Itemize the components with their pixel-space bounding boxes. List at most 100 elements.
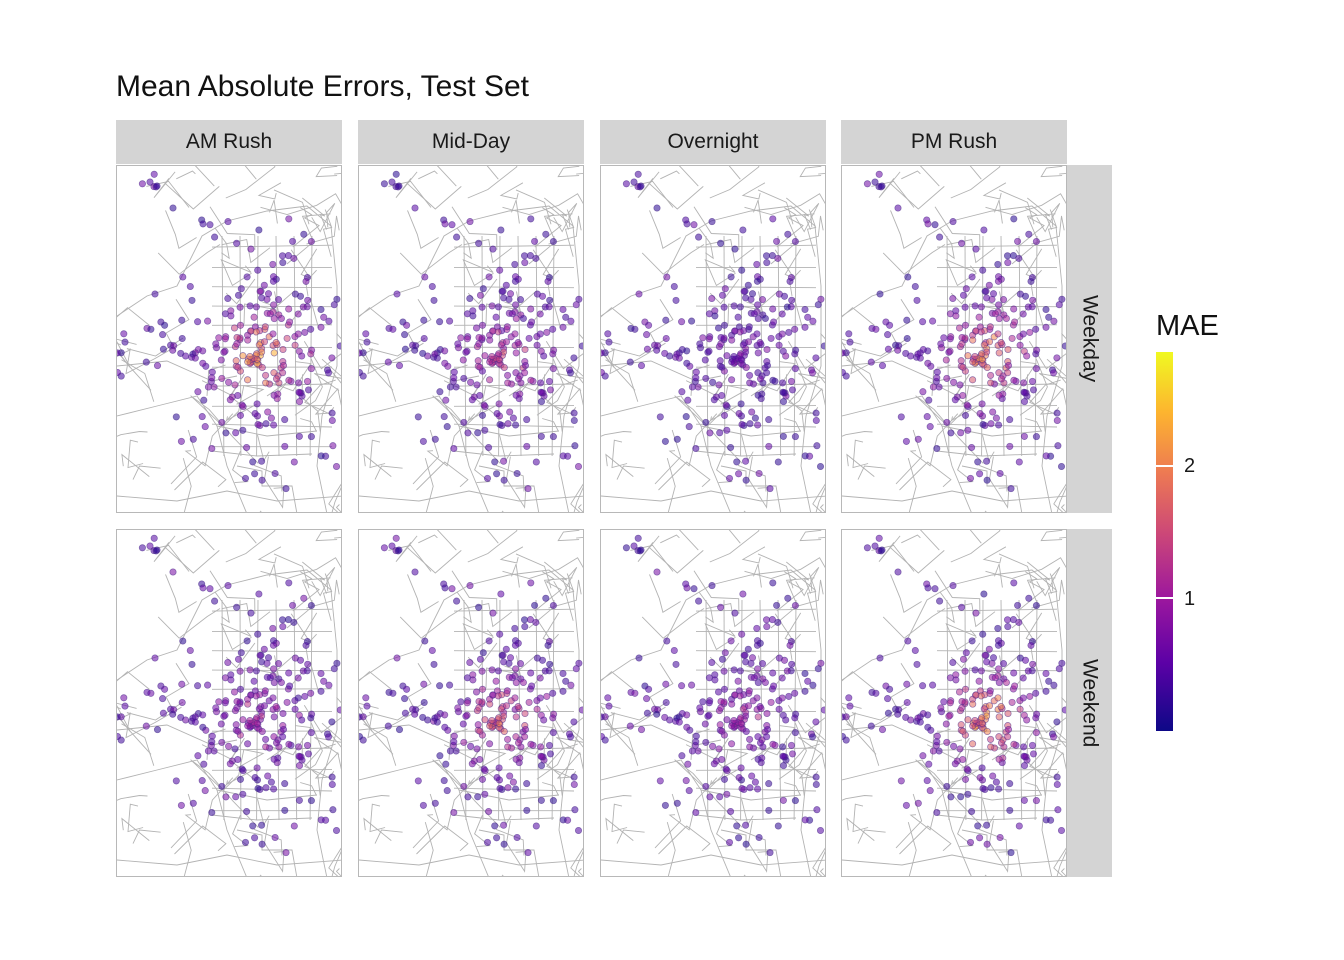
tract-boundary: [286, 213, 331, 265]
station-point: [1057, 826, 1066, 835]
station-point: [721, 285, 729, 293]
station-point: [285, 740, 293, 748]
station-point: [236, 321, 245, 329]
station-point: [812, 409, 820, 417]
station-point: [282, 485, 290, 493]
station-point: [728, 700, 736, 708]
station-point: [746, 371, 754, 379]
tract-boundary: [458, 425, 560, 437]
station-point: [294, 330, 302, 338]
tract-boundary: [1025, 418, 1042, 432]
station-point: [301, 328, 309, 336]
station-point: [994, 694, 1002, 702]
tract-boundary: [934, 570, 981, 614]
tract-boundary: [534, 207, 562, 248]
station-point: [290, 618, 298, 626]
station-point: [1028, 741, 1037, 749]
station-point: [241, 474, 250, 482]
station-point: [763, 361, 772, 370]
station-point: [481, 790, 489, 798]
station-point: [1004, 361, 1013, 370]
tract-boundary: [1047, 209, 1058, 257]
tract-boundary: [818, 173, 825, 175]
station-point: [683, 584, 691, 592]
station-point: [332, 826, 341, 835]
facet-strip-overnight: Overnight: [600, 120, 826, 164]
station-point: [720, 775, 729, 783]
station-point: [986, 323, 994, 331]
station-point: [301, 692, 309, 700]
station-point: [801, 452, 809, 460]
station-point: [481, 352, 489, 360]
station-point: [227, 676, 235, 684]
station-point: [699, 334, 707, 342]
station-point: [884, 709, 892, 717]
tract-boundary: [216, 425, 318, 437]
station-point: [521, 369, 529, 377]
station-point: [1004, 623, 1012, 631]
station-point: [1015, 822, 1023, 830]
station-point: [269, 641, 277, 649]
station-point: [194, 682, 202, 690]
station-point: [270, 713, 278, 721]
station-point: [244, 740, 252, 748]
station-point: [519, 678, 527, 687]
station-point: [971, 352, 979, 361]
station-point: [987, 371, 995, 379]
station-point: [662, 680, 670, 688]
tract-boundary: [436, 166, 457, 187]
station-point: [711, 676, 719, 684]
station-point: [1003, 252, 1012, 260]
tract-boundary: [359, 307, 392, 326]
station-point: [269, 260, 277, 268]
station-point: [1042, 816, 1050, 824]
station-point: [916, 718, 924, 726]
station-point: [754, 679, 762, 687]
tract-boundary: [306, 215, 340, 245]
station-point: [746, 735, 754, 743]
station-point: [995, 785, 1003, 793]
station-point: [572, 301, 580, 309]
station-point: [702, 418, 710, 426]
station-point: [872, 689, 880, 697]
station-point: [662, 698, 670, 707]
station-point: [393, 654, 401, 662]
tract-boundary: [542, 782, 559, 796]
station-point: [964, 790, 972, 798]
tract-boundary: [842, 431, 873, 437]
tract-boundary: [1011, 213, 1056, 265]
station-point: [780, 656, 789, 664]
station-point: [512, 785, 520, 793]
tract-boundary: [511, 199, 520, 224]
station-point: [637, 182, 645, 190]
station-point: [720, 411, 729, 419]
station-point: [246, 716, 254, 725]
station-point: [783, 303, 791, 311]
tract-boundary: [453, 608, 575, 612]
station-point: [738, 420, 746, 429]
station-point: [473, 381, 481, 389]
station-point: [177, 437, 185, 445]
station-point: [742, 658, 750, 666]
station-point: [1029, 660, 1037, 668]
station-point: [238, 401, 246, 409]
station-point: [720, 685, 729, 693]
station-point: [720, 667, 728, 675]
station-point: [188, 296, 196, 304]
station-point: [485, 443, 493, 452]
tract-boundary: [302, 561, 328, 594]
station-point: [274, 296, 283, 304]
station-point: [769, 305, 777, 313]
tract-boundary: [982, 798, 995, 826]
station-point: [911, 282, 919, 291]
tract-boundary: [551, 235, 555, 457]
station-point: [295, 762, 304, 770]
tract-boundary: [605, 453, 634, 477]
tract-boundary: [1025, 782, 1042, 796]
station-point: [121, 338, 129, 346]
tract-boundary: [499, 182, 524, 200]
station-point: [559, 816, 567, 824]
station-point: [663, 637, 671, 645]
station-point: [979, 266, 987, 274]
station-point: [755, 833, 763, 842]
